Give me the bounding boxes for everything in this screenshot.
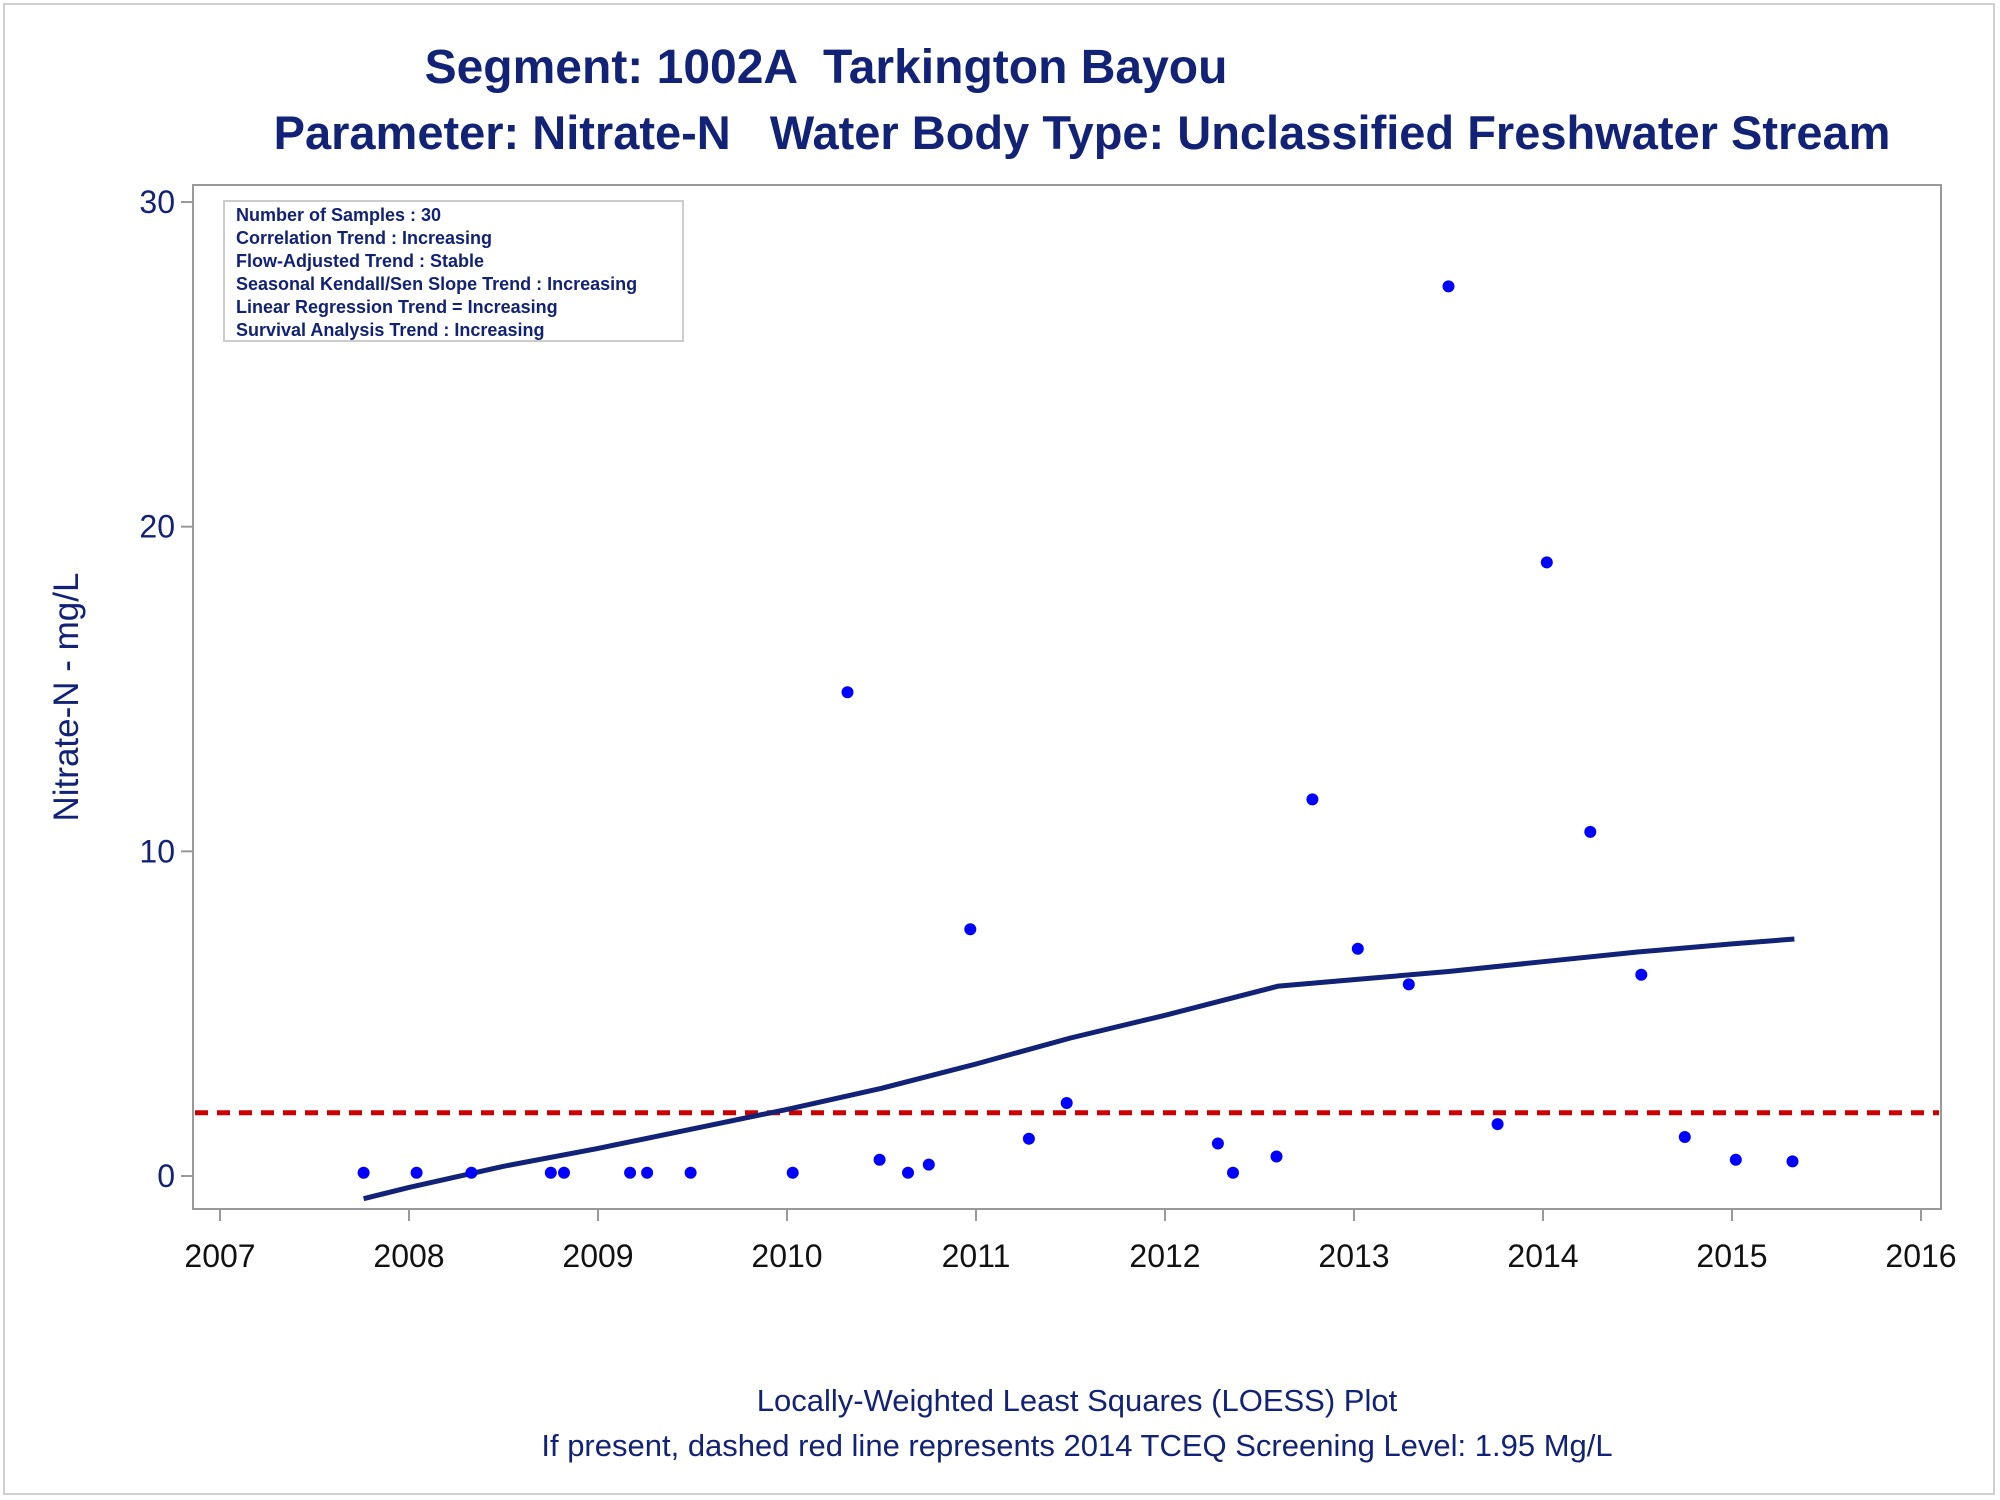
data-point bbox=[357, 1166, 370, 1179]
data-point bbox=[1270, 1150, 1283, 1163]
plot-frame bbox=[192, 184, 1942, 1210]
x-tick-label: 2007 bbox=[184, 1238, 255, 1274]
data-point bbox=[1729, 1153, 1742, 1166]
x-tick-label: 2016 bbox=[1885, 1238, 1956, 1274]
y-axis-label: Nitrate-N - mg/L bbox=[47, 573, 86, 822]
data-point bbox=[1022, 1132, 1035, 1145]
data-point bbox=[1786, 1155, 1799, 1168]
data-point bbox=[1540, 556, 1553, 569]
data-point bbox=[841, 686, 854, 699]
data-point bbox=[1678, 1131, 1691, 1143]
info-box-line: Correlation Trend : Increasing bbox=[236, 228, 492, 248]
data-point bbox=[558, 1166, 570, 1179]
footnote-screening-level: If present, dashed red line represents 2… bbox=[541, 1428, 1613, 1463]
x-tick-label: 2009 bbox=[562, 1238, 633, 1274]
info-box-line: Number of Samples : 30 bbox=[236, 205, 441, 225]
data-point bbox=[624, 1166, 637, 1179]
data-point bbox=[641, 1166, 654, 1179]
outer-frame bbox=[3, 3, 1995, 1495]
data-point bbox=[1060, 1097, 1073, 1109]
info-box-frame bbox=[223, 200, 684, 342]
data-point bbox=[1584, 825, 1597, 838]
data-point bbox=[1491, 1118, 1504, 1131]
x-tick-label: 2011 bbox=[942, 1238, 1011, 1274]
data-point bbox=[902, 1166, 914, 1179]
x-tick-label: 2008 bbox=[373, 1238, 444, 1274]
data-point bbox=[410, 1166, 423, 1179]
x-tick-label: 2010 bbox=[751, 1238, 822, 1274]
data-point bbox=[1227, 1166, 1239, 1179]
data-point bbox=[544, 1166, 557, 1179]
trend-info-box: Number of Samples : 30 Correlation Trend … bbox=[223, 200, 684, 342]
data-point bbox=[964, 923, 977, 936]
loess-curve bbox=[362, 936, 1795, 1202]
data-point bbox=[922, 1158, 935, 1171]
y-tick-label: 0 bbox=[157, 1158, 175, 1194]
data-point bbox=[465, 1166, 478, 1179]
data-point bbox=[1306, 793, 1319, 806]
data-point bbox=[1351, 942, 1364, 955]
y-tick-label: 10 bbox=[139, 833, 175, 869]
x-tick-label: 2012 bbox=[1129, 1238, 1200, 1274]
info-box-line: Flow-Adjusted Trend : Stable bbox=[236, 251, 484, 271]
footnote-loess: Locally-Weighted Least Squares (LOESS) P… bbox=[756, 1383, 1398, 1418]
data-point bbox=[873, 1153, 886, 1166]
data-point bbox=[1635, 968, 1648, 981]
chart-title: Segment: 1002A Tarkington Bayou bbox=[424, 41, 1228, 94]
data-point bbox=[1442, 280, 1455, 293]
data-point bbox=[1211, 1137, 1224, 1150]
x-tick-label: 2014 bbox=[1507, 1238, 1578, 1274]
x-tick-label: 2015 bbox=[1696, 1238, 1767, 1274]
data-point bbox=[1402, 978, 1415, 991]
info-box-line: Linear Regression Trend = Increasing bbox=[236, 297, 558, 317]
y-tick-label: 30 bbox=[139, 184, 175, 220]
y-axis: 0 10 20 30 bbox=[139, 184, 193, 1194]
data-points bbox=[357, 280, 1799, 1179]
y-tick-label: 20 bbox=[139, 509, 175, 545]
info-box-line: Survival Analysis Trend : Increasing bbox=[236, 320, 544, 340]
data-point bbox=[684, 1166, 697, 1179]
x-tick-label: 2013 bbox=[1318, 1238, 1389, 1274]
info-box-line: Seasonal Kendall/Sen Slope Trend : Incre… bbox=[236, 274, 637, 294]
x-axis: 2007 2008 2009 2010 2011 2012 2013 2014 2015 2016 bbox=[184, 1209, 1957, 1274]
data-point bbox=[786, 1166, 799, 1179]
chart-subtitle: Parameter: Nitrate-N Water Body Type: Un… bbox=[273, 106, 1891, 159]
